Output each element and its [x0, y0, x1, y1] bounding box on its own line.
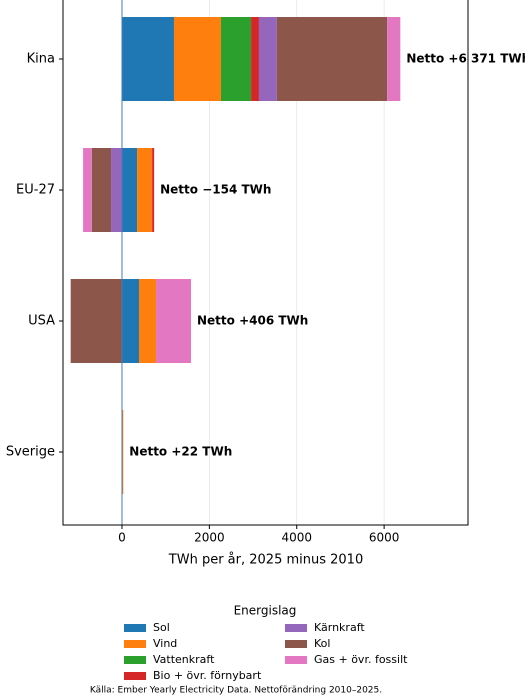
bar-segment	[121, 279, 140, 363]
legend-label: Vind	[153, 637, 177, 650]
plot-frame	[62, 0, 469, 526]
x-tick-label: 6000	[369, 531, 400, 545]
bar-segment	[121, 410, 124, 494]
x-axis-label: TWh per år, 2025 minus 2010	[168, 553, 363, 568]
bar-segment	[137, 148, 153, 232]
bar-segment	[121, 17, 174, 101]
legend-label: Gas + övr. fossilt	[314, 653, 408, 666]
net-label: Netto −154 TWh	[160, 183, 271, 197]
bar-segment	[276, 17, 388, 101]
legend-label: Bio + övr. förnybart	[153, 669, 262, 682]
bar-segment	[173, 17, 221, 101]
y-tick-label: EU-27	[16, 183, 55, 198]
y-tick-label: Kina	[27, 52, 55, 67]
bar-segment	[121, 148, 138, 232]
bar-segment	[156, 279, 192, 363]
bar-segment	[251, 17, 259, 101]
legend-label: Vattenkraft	[153, 653, 215, 666]
bar-segment	[152, 148, 155, 232]
legend-label: Sol	[153, 621, 170, 634]
legend-label: Kärnkraft	[314, 621, 365, 634]
net-label: Netto +406 TWh	[197, 314, 308, 328]
bar-segment	[70, 279, 122, 363]
legend-swatch	[124, 656, 146, 664]
bar-segment	[387, 17, 401, 101]
legend-swatch	[285, 656, 307, 664]
y-tick-label: Sverige	[6, 445, 55, 460]
legend-swatch	[124, 672, 146, 680]
bar-segment	[139, 279, 157, 363]
legend-swatch	[285, 624, 307, 632]
x-tick-label: 0	[118, 531, 126, 545]
bar-segment	[83, 148, 92, 232]
legend-swatch	[124, 624, 146, 632]
bar-segment	[258, 17, 277, 101]
net-label: Netto +6 371 TWh	[406, 52, 525, 66]
x-tick-label: 2000	[194, 531, 225, 545]
net-label: Netto +22 TWh	[129, 445, 232, 459]
bar-segment	[220, 17, 252, 101]
y-tick-label: USA	[28, 314, 55, 329]
source-note: Källa: Ember Yearly Electricity Data. Ne…	[90, 686, 382, 696]
legend-label: Kol	[314, 637, 330, 650]
legend-title: Energislag	[234, 604, 297, 618]
legend-swatch	[285, 640, 307, 648]
bar-segment	[91, 148, 112, 232]
bar-segment	[111, 148, 122, 232]
x-tick-label: 4000	[281, 531, 312, 545]
legend-swatch	[124, 640, 146, 648]
